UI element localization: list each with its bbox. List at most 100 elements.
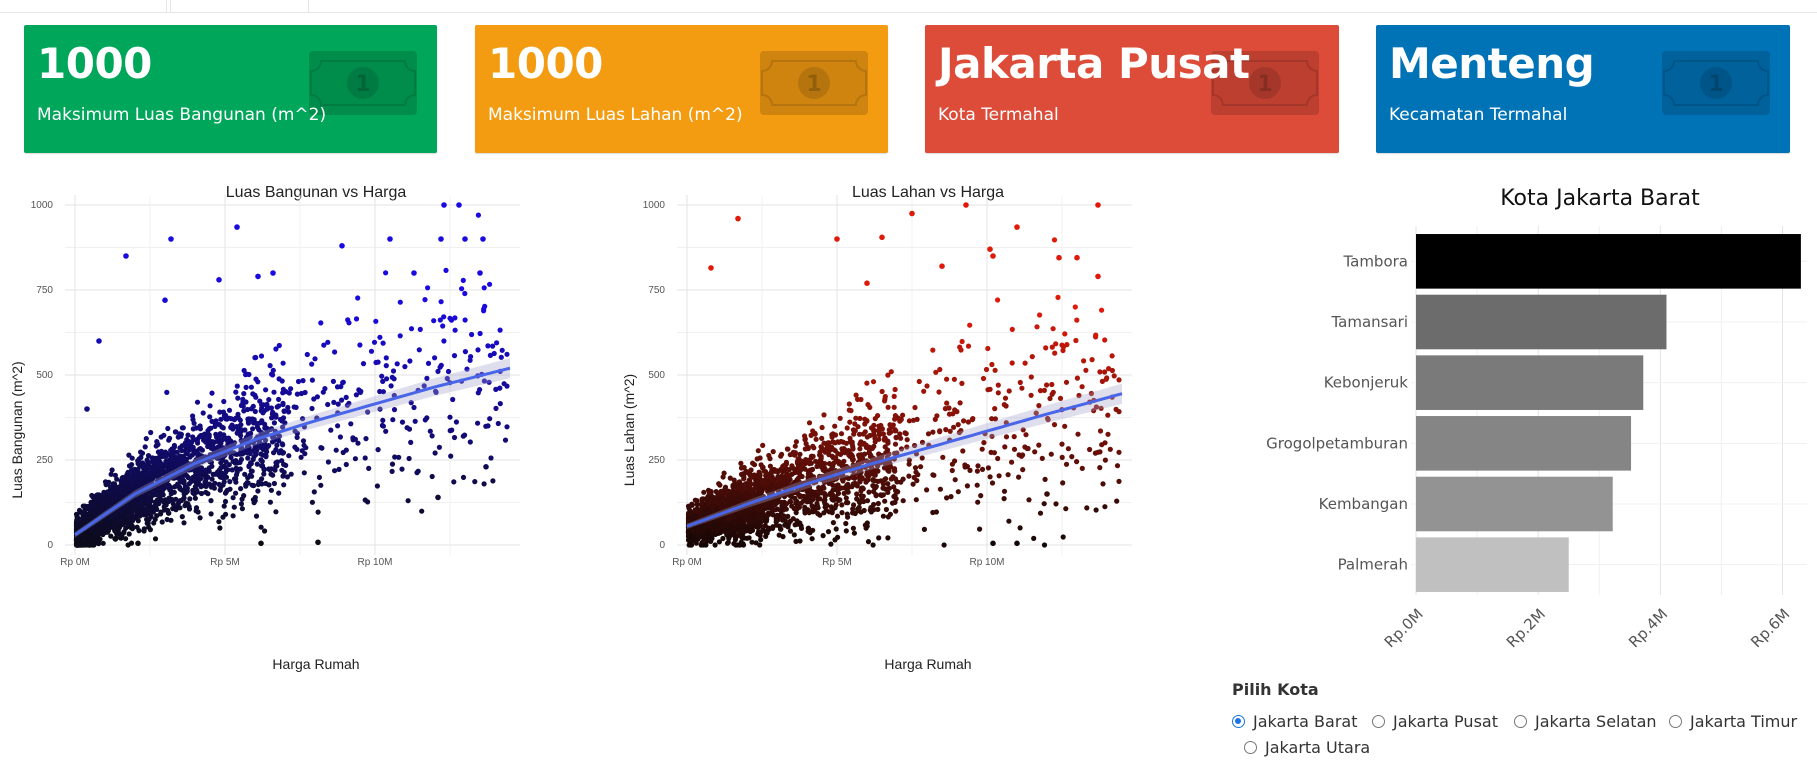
scatter-point — [177, 498, 183, 504]
chart-title: Luas Lahan vs Harga — [852, 184, 1004, 201]
scatter-point — [223, 412, 229, 418]
scatter-point — [311, 396, 317, 402]
scatter-point — [937, 486, 943, 492]
scatter-point — [724, 490, 730, 496]
scatter-point — [930, 347, 936, 353]
scatter-point — [812, 431, 818, 437]
scatter-point — [472, 479, 478, 485]
scatter-point — [767, 456, 773, 462]
scatter-point — [161, 432, 167, 438]
scatter-point — [875, 468, 881, 474]
scatter-point — [1016, 474, 1022, 480]
scatter-point — [264, 444, 270, 451]
scatter-point — [141, 526, 147, 532]
scatter-point — [1099, 442, 1105, 448]
trend-line-path — [74, 366, 511, 537]
scatter-point — [821, 485, 827, 491]
scatter-point — [221, 503, 227, 509]
scatter-point — [387, 236, 393, 242]
scatter-point — [110, 513, 117, 519]
scatter-point — [983, 366, 990, 373]
scatter-point — [353, 316, 360, 322]
scatter-point — [481, 378, 487, 384]
scatter-point — [196, 455, 202, 461]
scatter-point — [863, 442, 869, 448]
scatter-point — [992, 367, 998, 373]
scatter-point — [259, 481, 265, 487]
scatter-point — [477, 330, 483, 337]
scatter-point — [846, 401, 852, 407]
scatter-point — [415, 468, 421, 474]
scatter-point — [353, 392, 359, 398]
scatter-point — [802, 437, 808, 443]
scatter-point — [375, 447, 381, 453]
scatter-point — [105, 490, 111, 496]
scatter-point — [126, 452, 132, 458]
value-box-value: 1000 — [488, 39, 603, 88]
scatter-point — [222, 465, 228, 471]
scatter-point — [243, 384, 249, 390]
scatter-point — [1003, 403, 1009, 409]
scatter-point — [156, 501, 162, 507]
scatter-point — [337, 434, 343, 440]
scatter-point — [1111, 373, 1117, 379]
scatter-point — [79, 541, 85, 547]
scatter-point — [318, 445, 324, 451]
scatter-point — [1063, 506, 1069, 512]
scatter-point — [280, 450, 286, 456]
scatter-point — [876, 432, 882, 438]
scatter-point — [301, 470, 307, 476]
scatter-point — [229, 422, 235, 428]
scatter-point — [741, 535, 747, 541]
scatter-point — [871, 443, 877, 449]
scatter-point — [850, 474, 856, 481]
scatter-point — [441, 314, 447, 320]
scatter-point — [757, 523, 764, 529]
scatter-point — [181, 520, 187, 526]
scatter-point — [90, 503, 97, 509]
scatter-point — [318, 482, 324, 488]
scatter-point — [273, 346, 279, 352]
scatter-point — [504, 351, 510, 357]
scatter-point — [138, 494, 144, 500]
scatter-point — [98, 504, 104, 510]
scatter-point — [163, 453, 169, 459]
scatter-point — [882, 444, 888, 450]
scatter-point — [408, 400, 414, 406]
scatter-point — [136, 528, 142, 534]
scatter-point — [722, 484, 729, 490]
scatter-point — [879, 388, 885, 395]
scatter-point — [406, 455, 412, 462]
scatter-point — [89, 515, 95, 521]
scatter-point — [390, 417, 396, 423]
tab-inactive[interactable] — [0, 0, 167, 12]
scatter-point — [985, 345, 991, 352]
scatter-point — [843, 495, 849, 501]
scatter-point — [132, 476, 138, 482]
scatter-point — [839, 474, 845, 480]
scatter-point — [1033, 410, 1039, 416]
scatter-point — [770, 525, 776, 531]
scatter-point — [216, 444, 223, 450]
scatter-point — [1097, 465, 1103, 471]
scatter-point — [280, 424, 286, 430]
scatter-point — [750, 460, 756, 466]
scatter-point — [1055, 294, 1061, 300]
scatter-point — [957, 344, 963, 350]
value-box-subtitle: Maksimum Luas Bangunan (m^2) — [37, 105, 327, 125]
scatter-point — [224, 438, 230, 444]
scatter-point — [888, 476, 894, 482]
scatter-point — [892, 416, 898, 422]
scatter-point — [462, 317, 468, 323]
scatter-point — [701, 489, 707, 495]
scatter-point — [995, 390, 1001, 396]
scatter-point — [490, 478, 496, 484]
scatter-point — [99, 508, 105, 515]
scatter-point — [74, 542, 80, 548]
scatter-point — [309, 377, 315, 383]
scatter-point — [782, 518, 788, 524]
value-box-value: 1000 — [37, 39, 152, 88]
scatter-point — [346, 400, 352, 406]
tab-active[interactable] — [170, 0, 309, 12]
scatter-point — [885, 372, 891, 378]
